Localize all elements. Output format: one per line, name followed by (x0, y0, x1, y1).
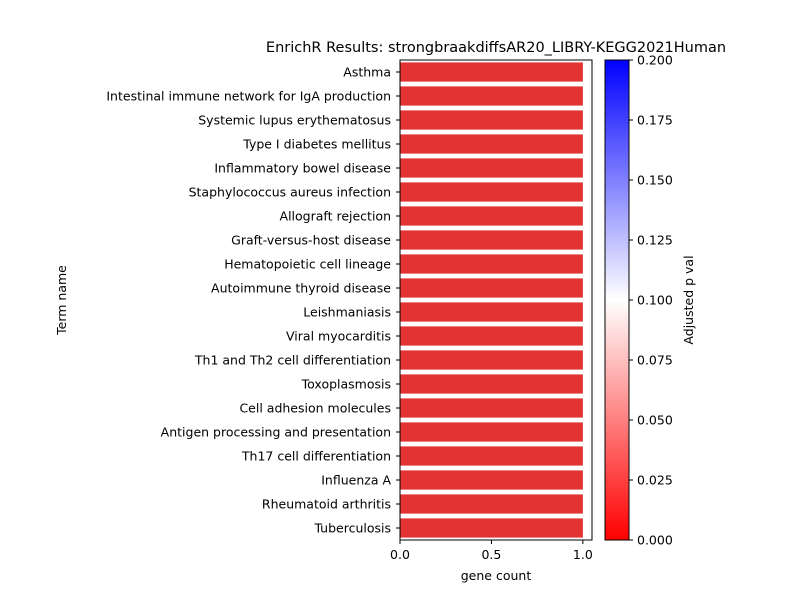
colorbar-tick-label: 0.125 (637, 233, 673, 248)
bar (400, 518, 583, 538)
bar (400, 422, 583, 442)
colorbar-tick-label: 0.100 (637, 293, 673, 308)
y-tick-label: Systemic lupus erythematosus (198, 113, 391, 128)
colorbar-tick-label: 0.025 (637, 473, 673, 488)
colorbar-tick-label: 0.150 (637, 173, 673, 188)
bar (400, 302, 583, 322)
y-tick-label: Rheumatoid arthritis (262, 497, 391, 512)
colorbar-label: Adjusted p val (681, 255, 696, 344)
colorbar-tick-label: 0.200 (637, 53, 673, 68)
y-tick-label: Th17 cell differentiation (241, 449, 391, 464)
colorbar-tick-label: 0.075 (637, 353, 673, 368)
x-tick-label: 1.0 (573, 547, 593, 562)
bars-group (400, 62, 583, 538)
y-tick-label: Viral myocarditis (286, 329, 391, 344)
colorbar-ticks: 0.000 0.025 0.050 0.075 0.100 0.125 0.150 0.175… (629, 53, 673, 548)
y-tick-label: Th1 and Th2 cell differentiation (194, 353, 391, 368)
bar (400, 494, 583, 514)
chart-title: EnrichR Results: strongbraakdiffsAR20_LI… (266, 40, 726, 56)
y-tick-label: Asthma (343, 65, 391, 80)
bar (400, 182, 583, 202)
y-tick-label: Allograft rejection (280, 209, 391, 224)
y-tick-label: Leishmaniasis (303, 305, 391, 320)
y-tick-label: Tuberculosis (313, 521, 391, 536)
y-tick-label: Influenza A (321, 473, 391, 488)
bar (400, 326, 583, 346)
colorbar (604, 59, 630, 541)
y-tick-label: Staphylococcus aureus infection (189, 185, 391, 200)
bar (400, 446, 583, 466)
plot-frame (399, 59, 593, 541)
colorbar-tick-label: 0.050 (637, 413, 673, 428)
y-tick-label: Antigen processing and presentation (161, 425, 391, 440)
colorbar-tick-label: 0.175 (637, 113, 673, 128)
y-tick-label: Inflammatory bowel disease (214, 161, 391, 176)
y-tick-label: Toxoplasmosis (301, 377, 391, 392)
bar (400, 158, 583, 178)
bar (400, 86, 583, 106)
y-tick-labels: Asthma Intestinal immune network for IgA … (106, 65, 400, 536)
bar (400, 398, 583, 418)
y-tick-label: Hematopoietic cell lineage (224, 257, 391, 272)
x-ticks: 0.0 0.5 1.0 (390, 540, 593, 562)
y-axis-label: Term name (54, 265, 69, 336)
x-tick-label: 0.5 (481, 547, 501, 562)
bar (400, 374, 583, 394)
bar (400, 254, 583, 274)
bar (400, 134, 583, 154)
y-tick-label: Cell adhesion molecules (239, 401, 391, 416)
x-axis-label: gene count (461, 568, 532, 583)
bar (400, 62, 583, 82)
y-tick-label: Graft-versus-host disease (231, 233, 391, 248)
bar (400, 278, 583, 298)
bar (400, 206, 583, 226)
bar (400, 470, 583, 490)
y-tick-label: Intestinal immune network for IgA produc… (106, 89, 391, 104)
x-tick-label: 0.0 (390, 547, 410, 562)
bar (400, 230, 583, 250)
bar (400, 350, 583, 370)
bar (400, 110, 583, 130)
y-tick-label: Autoimmune thyroid disease (211, 281, 391, 296)
y-tick-label: Type I diabetes mellitus (242, 137, 391, 152)
colorbar-tick-label: 0.000 (637, 533, 673, 548)
